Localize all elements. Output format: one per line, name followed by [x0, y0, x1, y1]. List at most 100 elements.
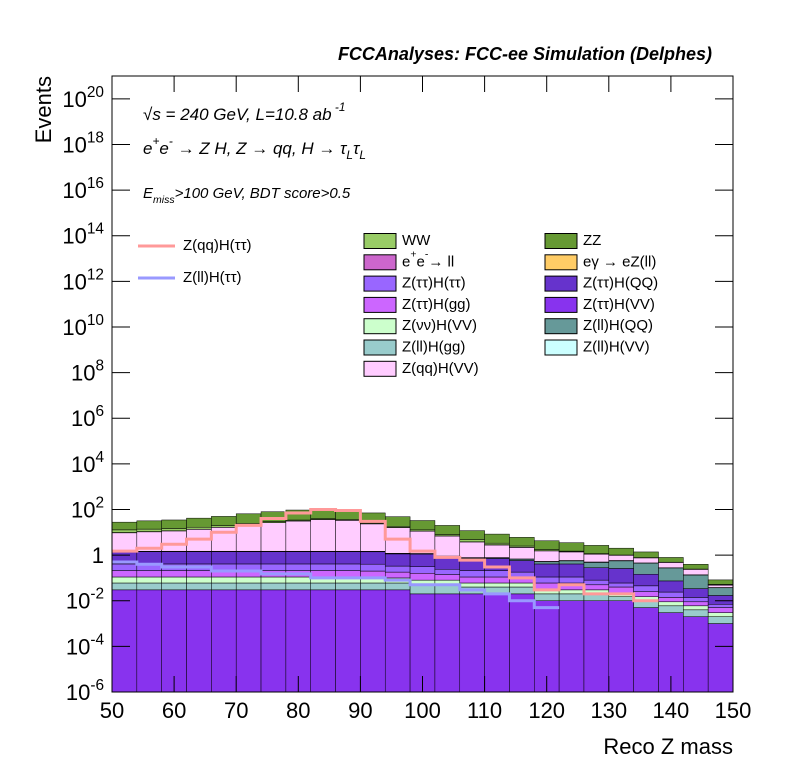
histogram-bar — [509, 593, 535, 693]
histogram-bar — [161, 582, 187, 591]
histogram-bar — [161, 576, 187, 584]
x-tick-label: 120 — [528, 698, 565, 723]
histogram-bar — [484, 582, 510, 588]
histogram-bar — [707, 607, 734, 613]
histogram-bar — [658, 597, 684, 603]
x-tick-label: 110 — [467, 698, 502, 723]
legend-swatch — [363, 318, 397, 335]
histogram-bar — [608, 600, 634, 693]
legend-label: eγ → eZ(ll) — [583, 253, 656, 270]
histogram-bar — [235, 513, 262, 524]
legend-swatch — [544, 318, 578, 335]
histogram-bar — [235, 524, 262, 552]
histogram-bar — [558, 576, 585, 584]
histogram-bar — [360, 582, 386, 591]
histogram-bar — [484, 576, 510, 584]
histogram-bar — [633, 607, 659, 693]
histogram-bar — [335, 589, 361, 693]
histogram-bar — [260, 563, 287, 571]
x-axis-label: Reco Z mass — [603, 734, 733, 759]
legend-label: Z(qq)H(VV) — [402, 360, 479, 377]
legend-label: Z(ττ)H(ττ) — [402, 275, 466, 292]
histogram-bar — [707, 604, 734, 608]
histogram-bar — [683, 616, 709, 693]
histogram-bar — [583, 567, 610, 581]
y-tick-label: 1010 — [62, 312, 104, 340]
histogram-bar — [534, 540, 560, 550]
histogram-bar — [434, 593, 461, 693]
histogram-bar — [310, 519, 336, 552]
histogram-bar — [235, 576, 262, 584]
histogram-bar — [260, 582, 287, 591]
histogram-bar — [136, 520, 162, 530]
histogram-bar — [683, 588, 709, 598]
line-histogram — [112, 560, 560, 610]
y-tick-label: 1020 — [62, 84, 104, 112]
histogram-bar — [658, 557, 684, 563]
histogram-bar — [360, 589, 386, 693]
histogram-bar — [683, 574, 709, 589]
histogram-bar — [136, 551, 162, 565]
histogram-bar — [335, 520, 361, 552]
histogram-bar — [583, 584, 610, 591]
histogram-bar — [285, 582, 311, 591]
histogram-bar — [360, 523, 386, 552]
histogram-bar — [211, 589, 237, 693]
histogram-bar — [583, 553, 610, 563]
histogram-bar — [683, 609, 709, 617]
histogram-bar — [707, 616, 734, 624]
legend-label: Z(ττ)H(gg) — [402, 296, 471, 313]
legend-swatch — [363, 275, 397, 292]
histogram-bar — [310, 582, 336, 591]
histogram-bar — [310, 563, 336, 571]
histogram-bar — [384, 582, 411, 591]
legend-label: Z(ll)H(QQ) — [583, 317, 653, 334]
histogram-bar — [260, 511, 287, 522]
histogram-bar — [608, 568, 634, 584]
histogram-bar — [633, 591, 659, 597]
y-axis-label: Events — [31, 76, 56, 143]
histogram-bar — [211, 516, 237, 526]
histogram-bar — [111, 521, 138, 531]
histogram-bar — [211, 551, 237, 565]
y-tick-label: 106 — [71, 403, 104, 431]
histogram-bar — [285, 563, 311, 571]
histogram-bar — [459, 530, 485, 540]
legend-swatch — [363, 233, 397, 249]
legend-swatch — [363, 339, 397, 356]
legend-label: Z(ττ)H(QQ) — [583, 275, 658, 292]
histogram-bar — [459, 541, 485, 558]
x-tick-label: 140 — [653, 698, 690, 723]
histogram-bar — [583, 600, 610, 693]
histogram-bar — [211, 582, 237, 591]
histogram-bar — [558, 600, 585, 693]
histogram-bar — [335, 551, 361, 565]
legend-label: Z(ττ)H(VV) — [583, 296, 655, 313]
y-tick-label: 108 — [71, 358, 104, 386]
histogram-bar — [235, 582, 262, 591]
legend-swatch — [363, 296, 397, 313]
histogram-bar — [459, 539, 485, 543]
histogram-bar — [534, 561, 560, 565]
annotation: √s = 240 GeV, L=10.8 ab -1 — [143, 100, 345, 124]
y-tick-label: 1014 — [62, 221, 104, 249]
y-tick-label: 1012 — [62, 266, 104, 294]
histogram-bar — [235, 551, 262, 565]
histogram-bar — [707, 623, 734, 693]
y-tick-label: 1018 — [62, 130, 104, 158]
histogram-bar — [111, 529, 138, 533]
histogram-bar — [409, 520, 436, 531]
histogram-bar — [509, 547, 535, 560]
histogram-bar — [161, 570, 187, 578]
y-tick-label: 1 — [92, 543, 104, 568]
histogram-bar — [136, 576, 162, 584]
histogram-bar — [683, 605, 709, 611]
histogram-bar — [186, 517, 212, 528]
histogram-bar — [558, 560, 585, 565]
histogram-bar — [285, 551, 311, 565]
histogram-bar — [111, 576, 138, 584]
histogram-bar — [161, 530, 187, 552]
histogram-bar — [459, 570, 485, 578]
histogram-bar — [335, 582, 361, 591]
